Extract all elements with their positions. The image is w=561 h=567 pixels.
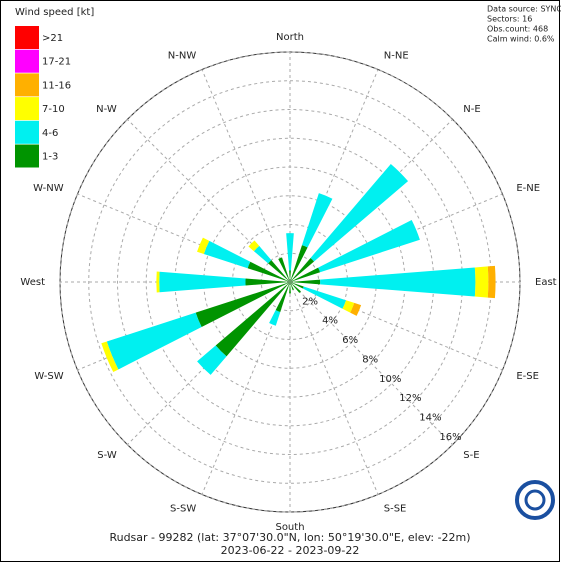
direction-label: West (20, 277, 45, 288)
direction-label: S-SE (384, 503, 407, 514)
info-text: Calm wind: 0.6% (487, 35, 555, 44)
legend-swatch (15, 97, 39, 120)
legend-title: Wind speed [kt] (15, 7, 94, 18)
legend-label: 17-21 (42, 57, 71, 68)
petal-segment (156, 272, 159, 293)
petal-segment (488, 266, 496, 298)
ring-label: 14% (419, 413, 441, 424)
direction-label: N-E (463, 104, 480, 115)
direction-label: E-SE (516, 371, 539, 382)
legend-swatch (15, 73, 39, 96)
info-text: Obs.count: 468 (487, 25, 548, 34)
legend-swatch (15, 145, 39, 168)
info-text: Sectors: 16 (487, 15, 532, 24)
ring-label: 10% (379, 374, 401, 385)
direction-label: S-SW (170, 503, 196, 514)
legend-label: 7-10 (42, 104, 65, 115)
ring-label: 8% (362, 354, 378, 365)
ring-label: 4% (322, 316, 338, 327)
direction-label: East (535, 277, 557, 288)
direction-label: N-NW (168, 51, 197, 62)
direction-label: N-NE (384, 51, 409, 62)
footer-text: 2023-06-22 - 2023-09-22 (221, 544, 360, 557)
legend-swatch (15, 50, 39, 73)
legend-label: 11-16 (42, 80, 71, 91)
legend-label: >21 (42, 33, 63, 44)
legend-swatch (15, 121, 39, 144)
direction-label: N-W (96, 104, 117, 115)
ring-label: 12% (399, 393, 421, 404)
legend-label: 4-6 (42, 128, 58, 139)
ring-label: 6% (342, 335, 358, 346)
petal-segment (475, 266, 489, 297)
direction-label: S-W (97, 450, 117, 461)
direction-label: E-NE (516, 183, 540, 194)
direction-label: W-SW (34, 371, 63, 382)
ring-label: 2% (302, 296, 318, 307)
legend-swatch (15, 26, 39, 49)
ring-label: 16% (439, 432, 461, 443)
info-text: Data source: SYNOP (487, 5, 561, 14)
direction-label: W-NW (33, 183, 64, 194)
footer-text: Rudsar - 99282 (lat: 37°07'30.0"N, lon: … (109, 531, 470, 544)
legend-label: 1-3 (42, 152, 58, 163)
direction-label: North (276, 32, 304, 43)
direction-label: S-E (463, 450, 479, 461)
